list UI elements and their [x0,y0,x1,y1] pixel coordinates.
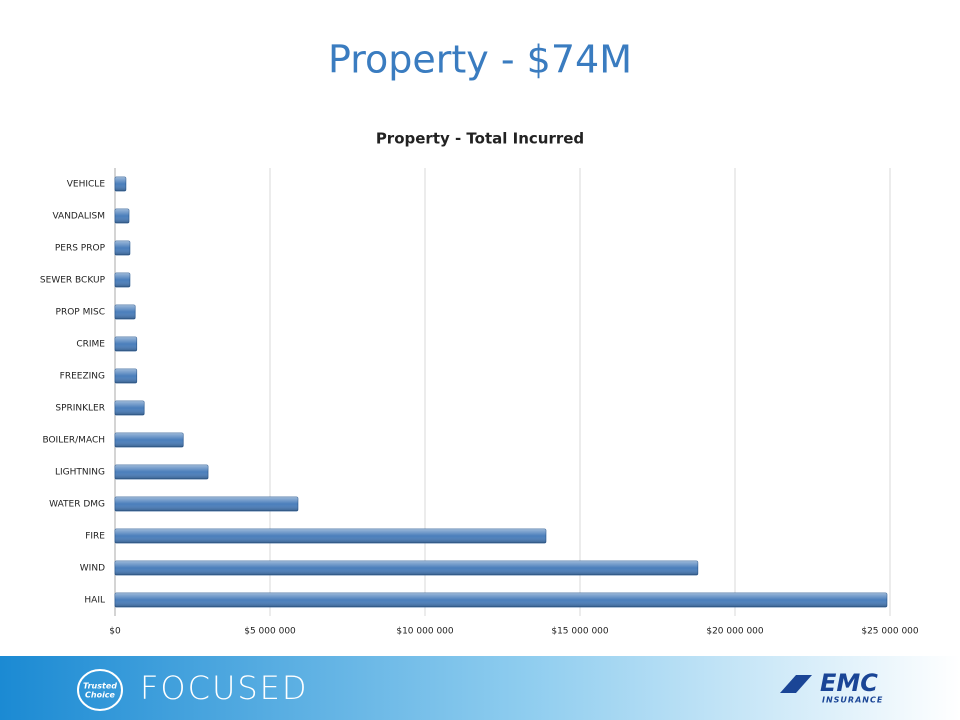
x-tick-label: $25 000 000 [861,627,919,637]
x-tick-label: $10 000 000 [396,627,454,637]
bar-shade [115,177,126,191]
bar-shade [115,593,887,607]
bar-shade [115,561,698,575]
x-tick-label: $20 000 000 [706,627,764,637]
logo-mark [780,675,812,693]
logo-sub: INSURANCE [822,696,883,705]
badge-text: Trusted [83,682,117,691]
y-tick-label: SPRINKLER [55,404,105,414]
bar-shade [115,337,137,351]
y-tick-label: CRIME [76,340,105,350]
bar-shade [115,305,136,319]
y-tick-label: HAIL [84,596,105,606]
chart-title: Property - Total Incurred [376,130,584,148]
badge [77,669,123,711]
bar-shade [115,465,208,479]
logo: EMC [820,669,878,697]
y-tick-label: FIRE [85,532,105,542]
y-tick-label: BOILER/MACH [42,436,105,446]
y-tick-label: FREEZING [60,372,105,382]
tagline: FOCUSED [140,669,309,707]
bar-shade [115,273,130,287]
bar-shade [115,209,129,223]
slide-title: Property - $74M [328,38,632,82]
y-tick-label: WIND [80,564,105,574]
y-tick-label: LIGHTNING [55,468,105,478]
y-tick-label: SEWER BCKUP [40,276,106,286]
bar-shade [115,401,145,415]
bar-shade [115,529,546,543]
y-tick-label: VANDALISM [52,212,105,222]
bar-shade [115,241,130,255]
x-tick-label: $0 [109,627,121,637]
bar-shade [115,433,184,447]
y-tick-label: PERS PROP [55,244,106,254]
x-tick-label: $5 000 000 [244,627,296,637]
y-tick-label: VEHICLE [67,180,106,190]
badge-text: Choice [85,691,116,700]
y-tick-label: WATER DMG [49,500,105,510]
y-tick-label: PROP MISC [56,308,105,318]
bar-shade [115,369,137,383]
plot: $0 $5 000 000 $10 000 000 $15 000 000 $20 00… [40,168,919,637]
x-tick-label: $15 000 000 [551,627,609,637]
bar-shade [115,497,298,511]
